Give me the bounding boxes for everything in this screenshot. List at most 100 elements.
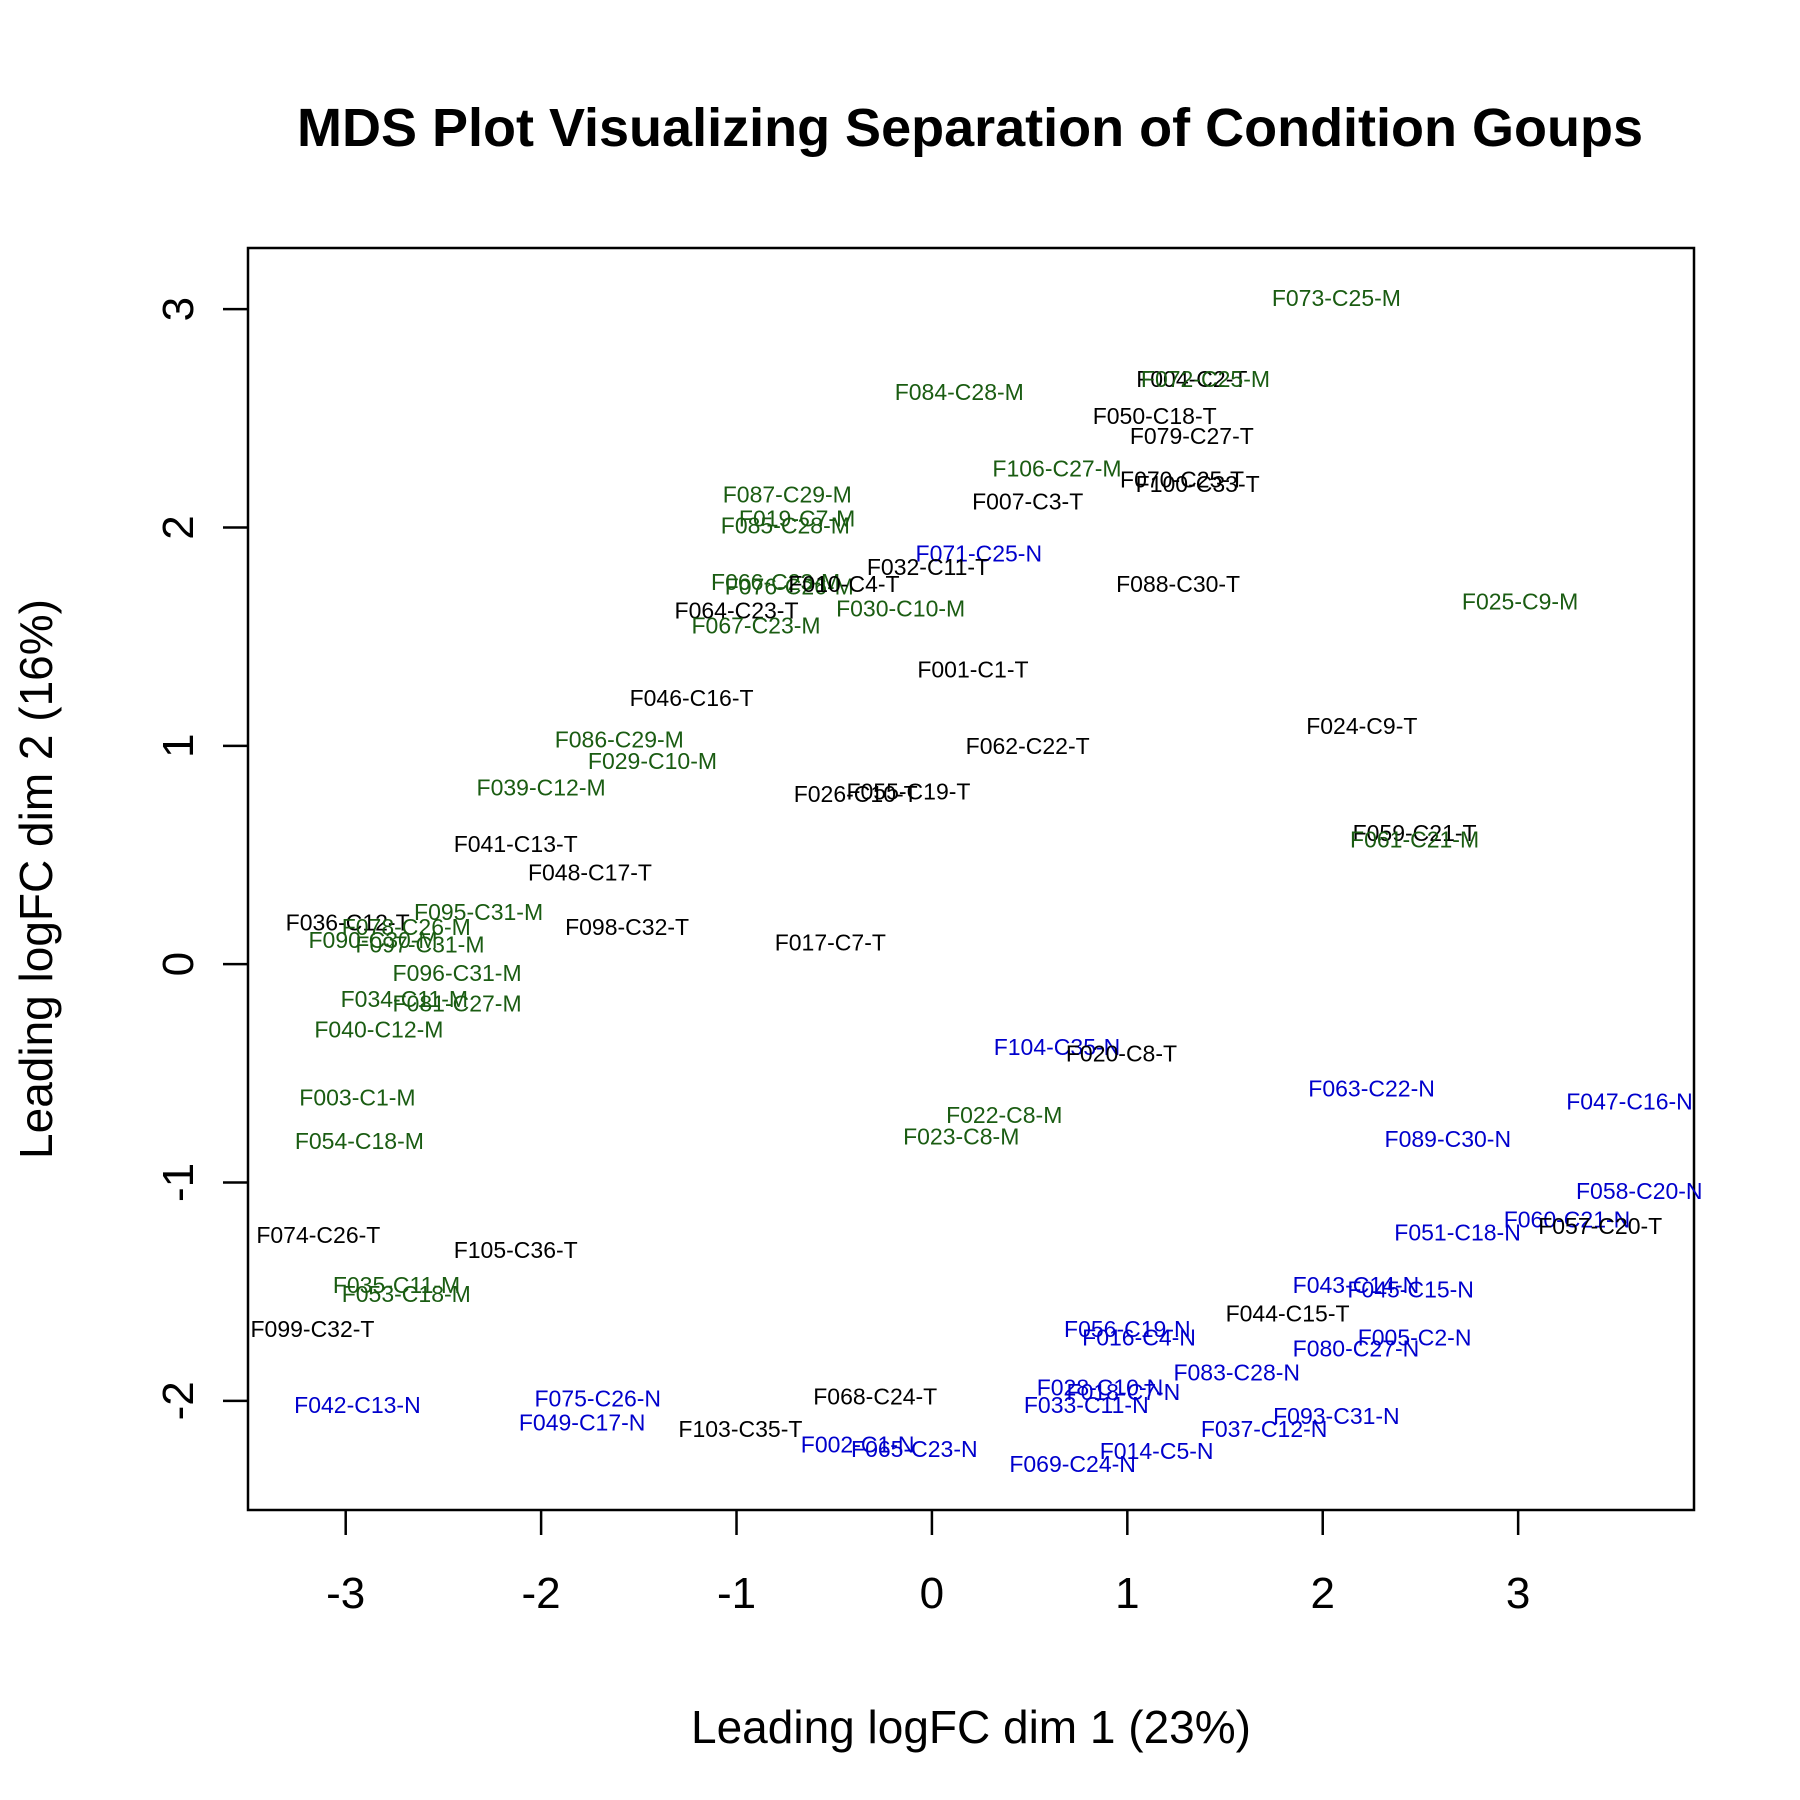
- point-label: F048-C17-T: [528, 859, 652, 885]
- x-tick-label: 3: [1506, 1569, 1530, 1618]
- point-label: F001-C1-T: [917, 656, 1028, 682]
- x-tick-label: 0: [920, 1569, 944, 1618]
- point-label: F066-C23-M: [711, 569, 840, 595]
- point-label: F032-C11-T: [867, 554, 989, 580]
- x-tick-label: -1: [717, 1569, 756, 1618]
- point-label: F100-C33-T: [1136, 471, 1260, 497]
- x-axis-label: Leading logFC dim 1 (23%): [691, 1701, 1251, 1753]
- point-label: F022-C8-M: [946, 1102, 1062, 1128]
- point-label: F007-C3-T: [972, 488, 1083, 514]
- point-label: F024-C9-T: [1306, 713, 1417, 739]
- x-tick-label: -3: [326, 1569, 365, 1618]
- y-tick-label: 1: [154, 734, 203, 758]
- point-label: F104-C35-N: [994, 1034, 1121, 1060]
- point-label: F056-C19-N: [1064, 1316, 1191, 1342]
- chart-title: MDS Plot Visualizing Separation of Condi…: [297, 98, 1643, 158]
- point-label: F088-C30-T: [1116, 571, 1240, 597]
- point-label: F084-C28-M: [895, 379, 1024, 405]
- point-label: F083-C28-N: [1173, 1359, 1300, 1385]
- point-label: F097-C31-M: [355, 932, 484, 958]
- point-label: F060-C21-N: [1504, 1207, 1631, 1233]
- plot-frame: [246, 246, 1696, 1512]
- point-label: F079-C27-T: [1130, 423, 1254, 449]
- point-label: F071-C25-N: [916, 541, 1043, 567]
- point-label: F068-C24-T: [813, 1383, 937, 1409]
- point-label: F073-C25-M: [1272, 285, 1401, 311]
- point-label: F074-C26-T: [256, 1222, 380, 1248]
- point-label: F026-C10-T: [794, 781, 918, 807]
- point-label: F002-C1-N: [801, 1431, 915, 1457]
- point-label: F095-C31-M: [414, 899, 543, 925]
- point-label: F028-C10-N: [1037, 1375, 1164, 1401]
- point-label: F051-C18-N: [1394, 1220, 1521, 1246]
- point-label: F005-C2-N: [1358, 1325, 1472, 1351]
- point-label: F040-C12-M: [314, 1017, 443, 1043]
- point-label: F053-C18-M: [342, 1281, 471, 1307]
- y-tick-label: -1: [154, 1163, 203, 1202]
- y-axis-label: Leading logFC dim 2 (16%): [10, 599, 62, 1159]
- point-label: F029-C10-M: [588, 748, 717, 774]
- point-label: F076-C26-M: [725, 573, 854, 599]
- point-label: F023-C8-M: [903, 1124, 1019, 1150]
- point-label: F075-C26-N: [535, 1386, 662, 1412]
- point-label: F069-C24-N: [1009, 1451, 1136, 1477]
- point-label: F070-C25-T: [1120, 466, 1244, 492]
- point-label: F030-C10-M: [836, 595, 965, 621]
- point-label: F065-C23-N: [851, 1436, 978, 1462]
- point-label: F047-C16-N: [1566, 1089, 1693, 1115]
- point-label: F103-C35-T: [678, 1416, 802, 1442]
- point-label: F086-C29-M: [555, 726, 684, 752]
- point-label: F067-C23-M: [691, 613, 820, 639]
- point-label: F061-C21-M: [1350, 827, 1479, 853]
- point-label: F039-C12-M: [477, 774, 606, 800]
- point-label: F087-C29-M: [723, 482, 852, 508]
- point-label: F016-C4-N: [1082, 1325, 1196, 1351]
- point-label: F017-C7-T: [775, 929, 886, 955]
- point-label: F090-C30-M: [309, 927, 438, 953]
- x-tick-label: -2: [522, 1569, 561, 1618]
- point-label: F063-C22-N: [1308, 1076, 1435, 1102]
- point-label: F085-C28-M: [721, 512, 850, 538]
- x-axis: -3 -2 -1 0 1 2 3: [326, 1510, 1530, 1618]
- point-label: F059-C21-T: [1353, 820, 1477, 846]
- point-label: F057-C20-T: [1538, 1213, 1662, 1239]
- point-label: F098-C32-T: [565, 914, 689, 940]
- point-label: F099-C32-T: [250, 1316, 374, 1342]
- point-label: F049-C17-N: [519, 1410, 646, 1436]
- point-label: F046-C16-T: [630, 685, 754, 711]
- point-label: F010-C4-T: [788, 571, 899, 597]
- point-label: F055-C19-T: [846, 779, 970, 805]
- point-label: F106-C27-M: [992, 456, 1121, 482]
- point-label: F014-C5-N: [1100, 1438, 1214, 1464]
- point-label: F078-C26-M: [342, 914, 471, 940]
- point-label: F037-C12-N: [1201, 1416, 1328, 1442]
- point-label: F034-C11-M: [341, 986, 468, 1012]
- y-tick-label: -2: [154, 1381, 203, 1420]
- y-tick-label: 3: [154, 297, 203, 321]
- point-label: F033-C11-N: [1024, 1392, 1149, 1418]
- point-label: F089-C30-N: [1385, 1126, 1512, 1152]
- point-label: F045-C15-N: [1347, 1276, 1474, 1302]
- x-tick-label: 2: [1310, 1569, 1334, 1618]
- point-label: F058-C20-N: [1576, 1178, 1703, 1204]
- point-label: F036-C12-T: [286, 910, 410, 936]
- point-label: F019-C7-M: [739, 506, 855, 532]
- y-tick-label: 2: [154, 515, 203, 539]
- point-label: F072-C25-M: [1141, 366, 1270, 392]
- point-label: F043-C14-N: [1293, 1272, 1420, 1298]
- point-label: F050-C18-T: [1093, 403, 1217, 429]
- point-label: F062-C22-T: [966, 733, 1090, 759]
- point-label: F035-C11-M: [333, 1272, 460, 1298]
- point-label: F004-C2-T: [1136, 366, 1247, 392]
- point-label: F025-C9-M: [1462, 589, 1578, 615]
- point-label: F003-C1-M: [299, 1084, 415, 1110]
- y-tick-label: 0: [154, 952, 203, 976]
- point-label: F080-C27-N: [1293, 1335, 1420, 1361]
- point-label: F093-C31-N: [1273, 1403, 1400, 1429]
- point-label: F054-C18-M: [295, 1128, 424, 1154]
- point-label: F018-C7-N: [1067, 1379, 1181, 1405]
- point-label: F042-C13-N: [294, 1392, 421, 1418]
- point-label: F041-C13-T: [454, 831, 578, 857]
